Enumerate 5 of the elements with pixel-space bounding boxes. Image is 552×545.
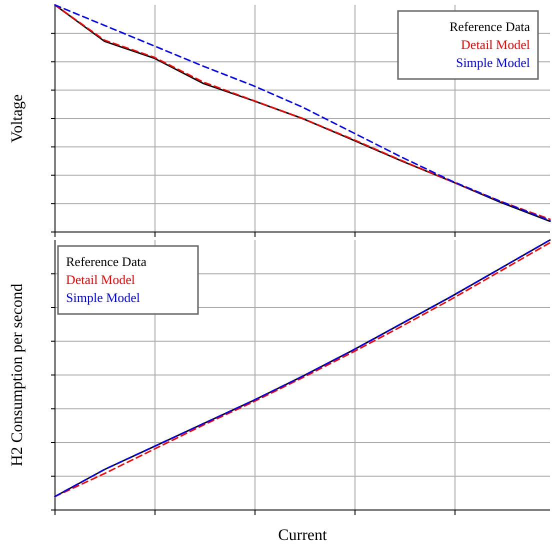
legend-frame: Reference Data Detail Model Simple Model [57, 245, 199, 315]
legend-frame: Reference Data Detail Model Simple Model [397, 10, 539, 80]
y-axis-title: H2 Consumption per second [9, 284, 26, 466]
x-axis-title: Current [278, 527, 328, 544]
y-axis-title: Voltage [9, 94, 26, 143]
